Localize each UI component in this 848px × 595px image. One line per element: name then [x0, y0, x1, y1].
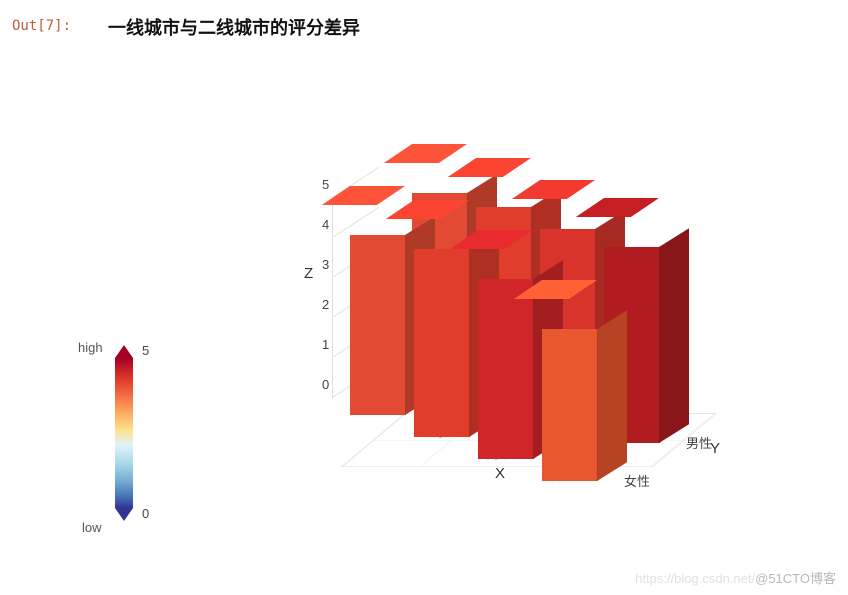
chart-title: 一线城市与二线城市的评分差异 [108, 14, 360, 40]
z-tick: 2 [322, 297, 329, 312]
y-tick: 女性 [624, 471, 650, 490]
legend-gradient [115, 358, 133, 508]
legend-low-label: low [82, 520, 102, 535]
legend-high-label: high [78, 340, 103, 355]
z-tick: 3 [322, 257, 329, 272]
watermark-url: https://blog.csdn.net/ [635, 571, 755, 586]
z-tick: 1 [322, 337, 329, 352]
watermark: https://blog.csdn.net/@51CTO博客 [635, 568, 836, 587]
y-tick: 男性 [686, 433, 712, 452]
legend-top-triangle [115, 345, 133, 358]
bar3d [542, 299, 627, 481]
z-tick: 0 [322, 377, 329, 392]
z-tick: 5 [322, 177, 329, 192]
watermark-text: @51CTO博客 [755, 571, 836, 586]
bar3d-chart: 012345 Z 上海北京南宁合肥 X 女性男性 Y [300, 150, 780, 510]
bars-layer [300, 150, 780, 510]
z-axis-label: Z [304, 265, 313, 282]
legend-bottom-triangle [115, 508, 133, 521]
notebook-out-prompt: Out[7]: [12, 18, 71, 34]
legend-max-value: 5 [142, 343, 149, 358]
legend-min-value: 0 [142, 506, 149, 521]
y-axis-label: Y [710, 440, 720, 457]
x-axis-label: X [495, 465, 505, 482]
z-tick: 4 [322, 217, 329, 232]
